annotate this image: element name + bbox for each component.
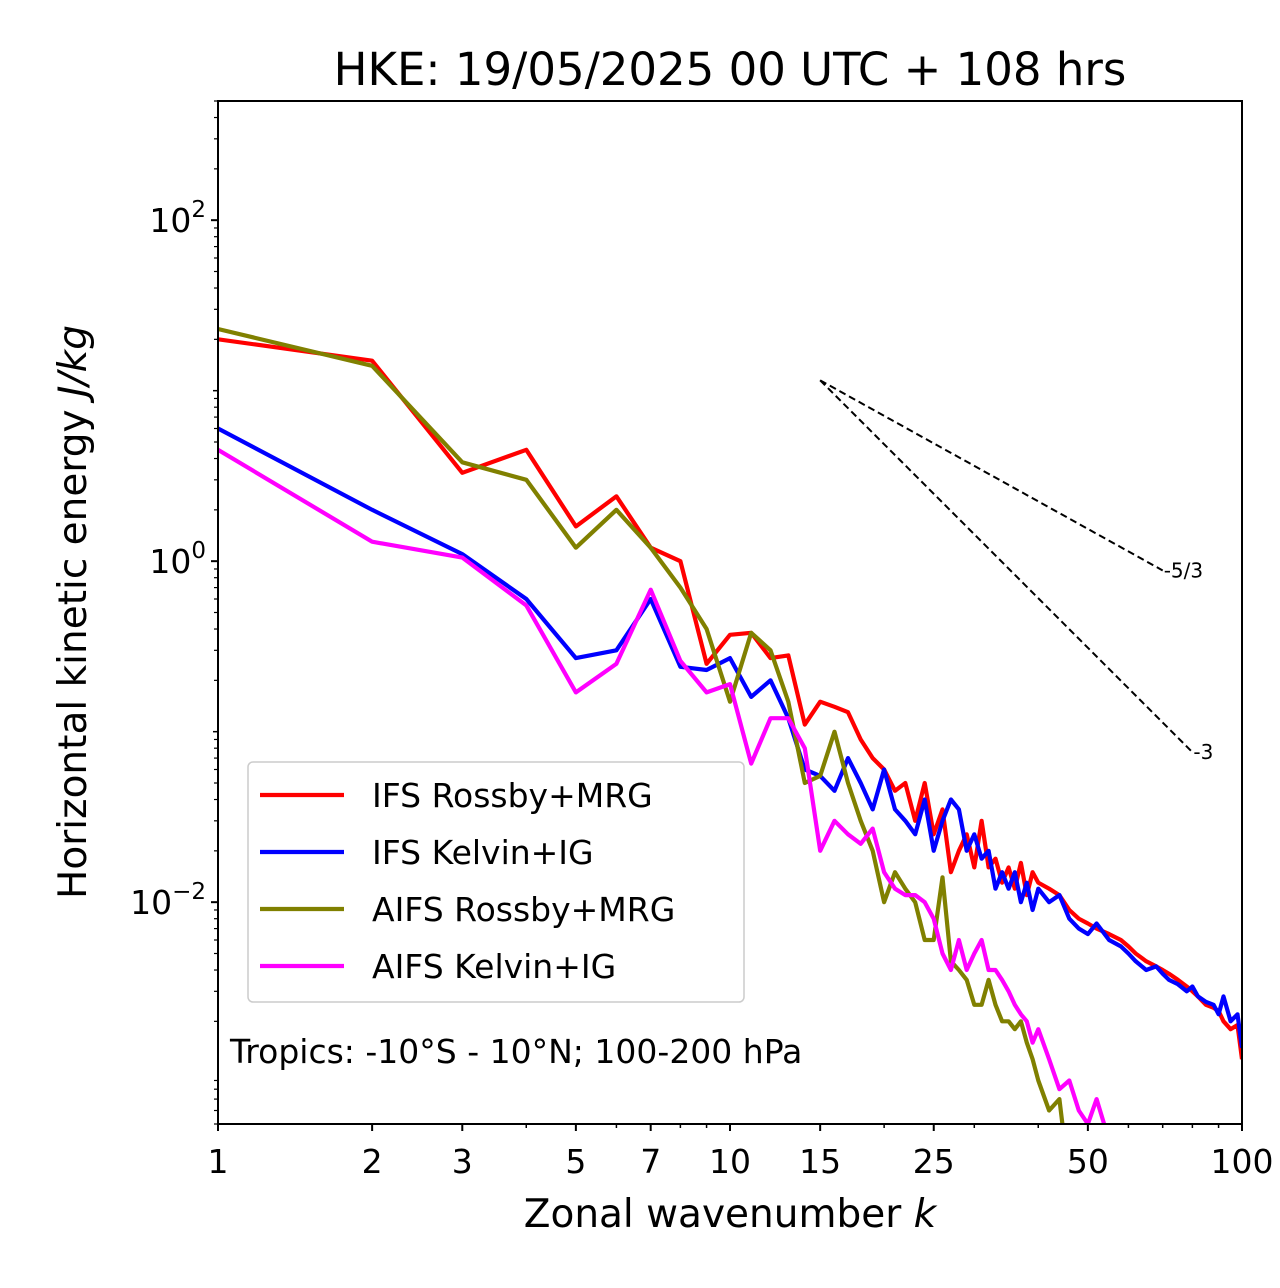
y-axis-ticks: 10−2 100 102 (130, 100, 218, 1125)
chart-title: HKE: 19/05/2025 00 UTC + 108 hrs (334, 43, 1127, 96)
series-line-aifs-kelvin-ig (218, 447, 1107, 1124)
x-axis-label: Zonal wavenumber k (524, 1192, 938, 1237)
slope-label: -3 (1193, 740, 1213, 764)
y-tick-label: 10−2 (130, 879, 206, 922)
region-annotation: Tropics: -10°S - 10°N; 100-200 hPa (229, 1032, 802, 1071)
x-tick-label: 7 (640, 1142, 661, 1181)
x-tick-label: 10 (709, 1142, 751, 1181)
legend-label: IFS Kelvin+IG (372, 833, 594, 872)
legend-label: IFS Rossby+MRG (372, 776, 653, 815)
x-tick-label: 5 (565, 1142, 586, 1181)
y-tick-label: 102 (149, 197, 206, 240)
slope-line (819, 379, 1164, 572)
series-line-ifs-rossby-mrg (218, 337, 1242, 1060)
x-tick-label: 1 (208, 1142, 229, 1181)
slope-line (819, 379, 1194, 753)
x-tick-label: 15 (799, 1142, 841, 1181)
x-tick-label: 50 (1067, 1142, 1109, 1181)
x-tick-label: 100 (1211, 1142, 1274, 1181)
y-axis-label: Horizontal kinetic energy J/kg (51, 325, 96, 899)
x-tick-label: 2 (362, 1142, 383, 1181)
series-line-ifs-kelvin-ig (218, 426, 1242, 1049)
slope-label: -5/3 (1164, 558, 1203, 582)
series-layer (218, 326, 1242, 1124)
y-tick-label: 100 (149, 538, 206, 581)
legend-label: AIFS Kelvin+IG (372, 947, 616, 986)
legend: IFS Rossby+MRG IFS Kelvin+IG AIFS Rossby+M… (247, 761, 745, 1003)
reference-slope-lines: -5/3 -3 (819, 379, 1213, 764)
series-line-aifs-rossby-mrg (218, 326, 1065, 1124)
legend-label: AIFS Rossby+MRG (372, 890, 675, 929)
legend-items: IFS Rossby+MRG IFS Kelvin+IG AIFS Rossby+M… (260, 776, 675, 986)
x-tick-label: 25 (913, 1142, 955, 1181)
legend-box (247, 761, 745, 1003)
x-tick-label: 3 (452, 1142, 473, 1181)
x-axis-ticks: 1 2 3 5 7 10 15 25 50 100 (208, 1124, 1274, 1181)
